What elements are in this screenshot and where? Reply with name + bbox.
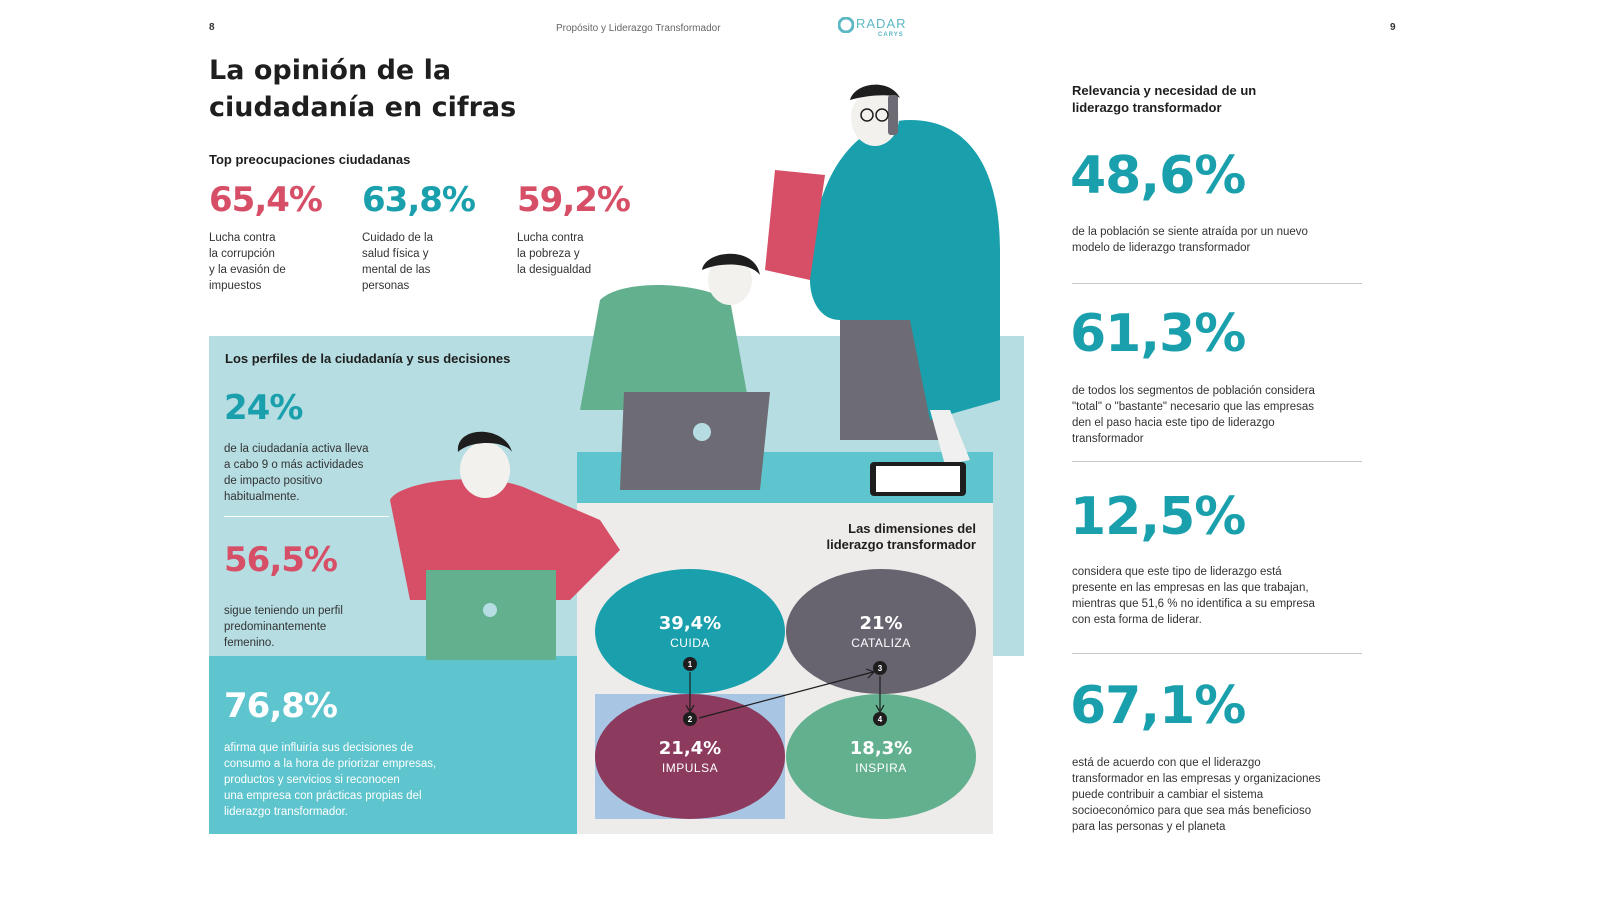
sitting-person-figure xyxy=(390,431,620,660)
consumption-panel xyxy=(209,656,577,834)
relevance-divider-2 xyxy=(1072,461,1362,462)
profile-stat-3-value: 76,8% xyxy=(224,686,338,726)
top-concern-3-value: 59,2% xyxy=(517,180,631,220)
relevance-divider-1 xyxy=(1072,283,1362,284)
relevance-stat-2-desc: de todos los segmentos de población cons… xyxy=(1072,385,1315,445)
page-title: La opinión de la ciudadanía en cifras xyxy=(209,52,516,126)
dimension-inspira-label: INSPIRA xyxy=(855,761,907,775)
profiles-divider xyxy=(224,516,389,517)
dimension-cuida-label: CUIDA xyxy=(670,636,710,650)
dimension-cataliza-label: CATALIZA xyxy=(851,636,911,650)
leaning-woman-figure xyxy=(580,253,770,490)
relevance-heading: Relevancia y necesidad de un liderazgo t… xyxy=(1072,83,1257,115)
tablet-device xyxy=(870,462,966,496)
top-concern-2: 63,8% Cuidado de la salud física y mental… xyxy=(362,180,502,294)
relevance-stat-4-value: 67,1% xyxy=(1070,676,1246,736)
relevance-stat-4-desc: está de acuerdo con que el liderazgo tran… xyxy=(1072,757,1321,833)
dimensions-heading: Las dimensiones del liderazgo transforma… xyxy=(826,521,976,552)
top-concern-3-desc: Lucha contra la pobreza y la desigualdad xyxy=(517,232,592,276)
top-concern-3: 59,2% Lucha contra la pobreza y la desigu… xyxy=(517,180,657,278)
top-concern-2-value: 63,8% xyxy=(362,180,476,220)
top-concern-1-desc: Lucha contra la corrupción y la evasión d… xyxy=(209,232,286,292)
profile-stat-2-value: 56,5% xyxy=(224,540,338,580)
people-illustration xyxy=(390,84,1000,660)
relevance-stat-1-value: 48,6% xyxy=(1070,146,1246,206)
step-4-marker: 4 xyxy=(873,712,887,726)
relevance-stat-2-value: 61,3% xyxy=(1070,304,1246,364)
page-number-left: 8 xyxy=(209,22,215,33)
page-number-right: 9 xyxy=(1390,22,1396,33)
dimension-impulsa-value: 21,4% xyxy=(658,738,722,759)
relevance-stat-3-desc: considera que este tipo de liderazgo est… xyxy=(1072,566,1315,626)
top-concerns-heading: Top preocupaciones ciudadanas xyxy=(209,152,411,167)
step-2-marker: 2 xyxy=(683,712,697,726)
dimension-flow-arrows xyxy=(685,668,885,719)
profile-stat-1-desc: de la ciudadanía activa lleva a cabo 9 o … xyxy=(224,443,369,503)
relevance-stat-1-desc: de la población se siente atraída por un… xyxy=(1072,226,1308,254)
relevance-stat-3-value: 12,5% xyxy=(1070,487,1246,547)
profile-stat-2-desc: sigue teniendo un perfil predominantement… xyxy=(224,605,343,649)
arrow-2-3 xyxy=(698,671,874,719)
step-3-marker: 3 xyxy=(873,661,887,675)
radar-logo: RADAR CARYS xyxy=(838,15,918,43)
top-concern-1: 65,4% Lucha contra la corrupción y la eva… xyxy=(209,180,349,294)
logo-subtitle: CARYS xyxy=(878,32,904,38)
dimension-cuida-value: 39,4% xyxy=(658,613,722,634)
profile-stat-3-desc: afirma que influiría sus decisiones de co… xyxy=(224,742,437,818)
running-title: Propósito y Liderazgo Transformador xyxy=(556,23,721,34)
step-1-marker: 1 xyxy=(683,657,697,671)
top-concern-1-value: 65,4% xyxy=(209,180,323,220)
dimension-impulsa-label: IMPULSA xyxy=(661,761,719,775)
standing-man-figure xyxy=(765,84,1000,465)
logo-mark-icon xyxy=(838,17,854,33)
page-title-line-2: ciudadanía en cifras xyxy=(209,92,517,123)
top-concern-2-desc: Cuidado de la salud física y mental de la… xyxy=(362,232,433,292)
page-title-line-1: La opinión de la xyxy=(209,55,452,86)
dimension-inspira-value: 18,3% xyxy=(849,738,913,759)
profile-stat-1-value: 24% xyxy=(224,388,303,428)
logo-name: RADAR xyxy=(856,16,907,31)
relevance-divider-3 xyxy=(1072,653,1362,654)
profiles-heading: Los perfiles de la ciudadanía y sus deci… xyxy=(225,351,511,366)
dimension-cataliza-value: 21% xyxy=(859,613,903,634)
